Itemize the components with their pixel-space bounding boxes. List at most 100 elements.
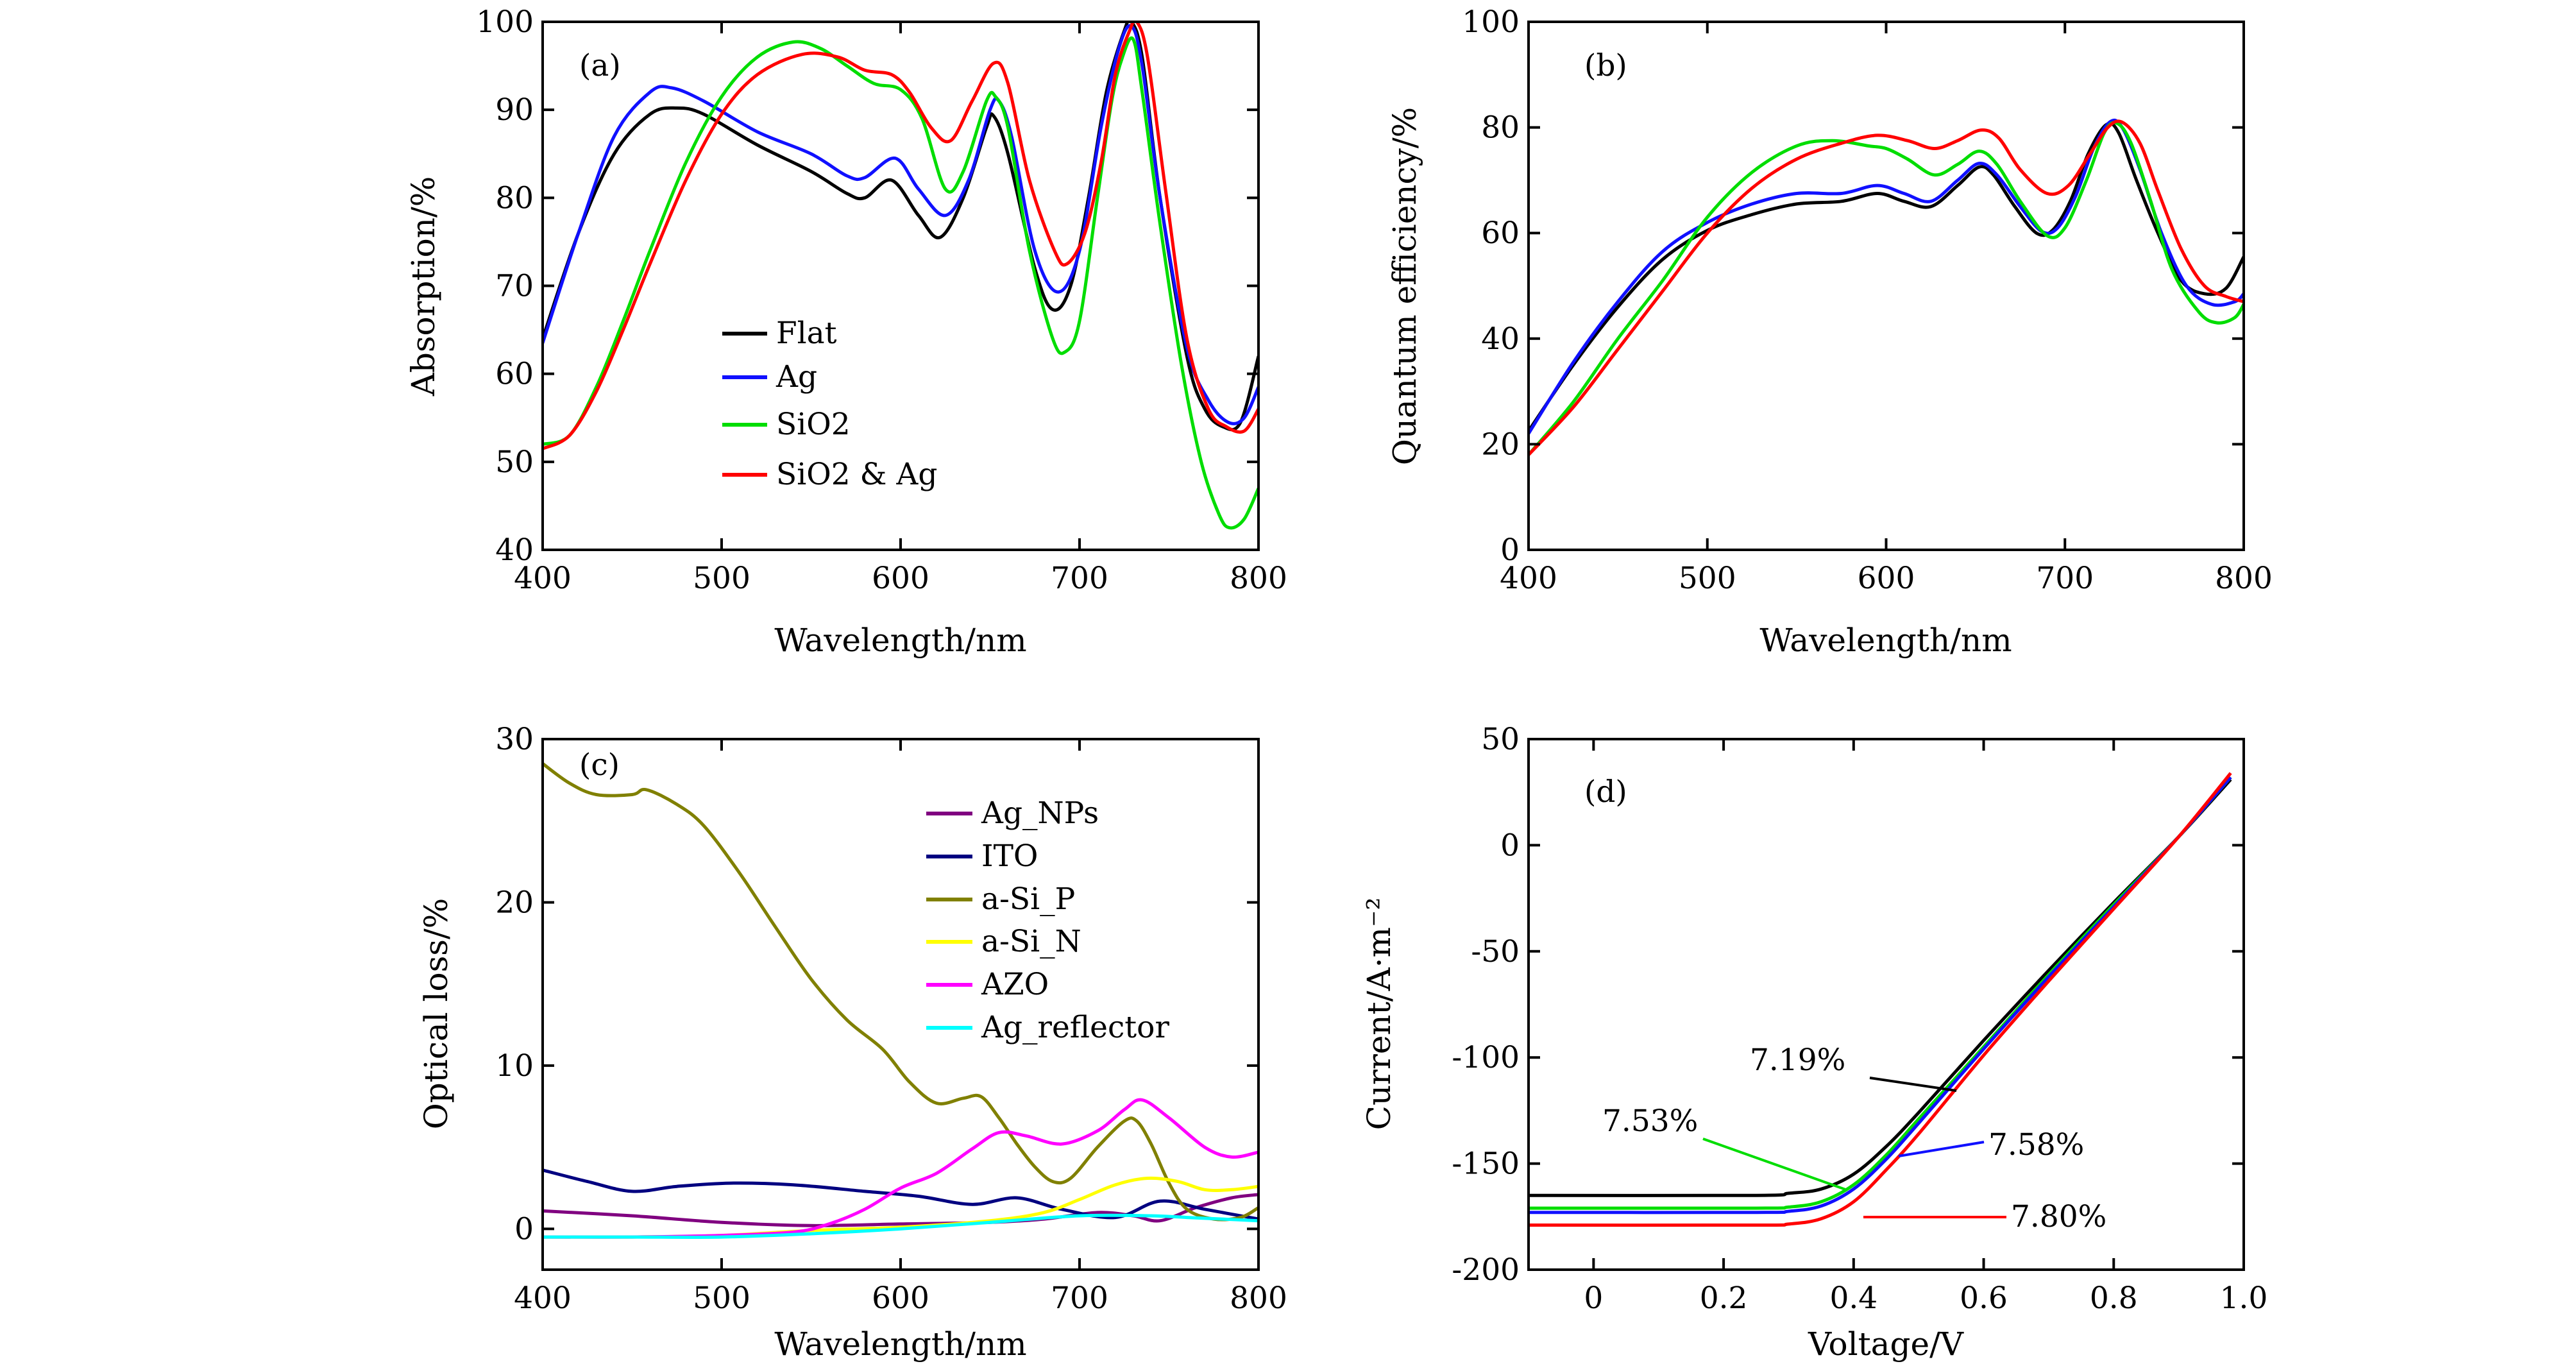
x-tick-label-b: 600 bbox=[1858, 561, 1915, 596]
legend-label-ag-reflector: Ag_reflector bbox=[981, 1010, 1169, 1045]
series-line-c-ito bbox=[543, 1168, 1258, 1221]
x-tick-label-d: 0.6 bbox=[1960, 1281, 2008, 1316]
legend-label-a-si-p: a-Si_P bbox=[981, 882, 1075, 917]
series-line-c-ag-reflector bbox=[543, 1213, 1258, 1239]
y-tick-label-d: -100 bbox=[1452, 1040, 1520, 1075]
panel-b-quantum-efficiency: 400 500 600 700 800 0 20 40 60 80 100 (b) Waveleng… bbox=[1386, 4, 2273, 659]
x-tick-label-c: 700 bbox=[1051, 1281, 1108, 1316]
annotation-7-53: 7.53% bbox=[1602, 1104, 1698, 1139]
panel-c-ylabel: Optical loss/% bbox=[418, 898, 455, 1130]
legend-label-sio2-ag: SiO2 & Ag bbox=[776, 457, 937, 492]
y-tick-label-c: 20 bbox=[495, 885, 534, 920]
x-tick-label-b: 500 bbox=[1679, 561, 1736, 596]
panel-d-annotations: 7.19% 7.53% 7.58% 7.80% bbox=[1602, 1043, 2106, 1234]
x-tick-label-b: 800 bbox=[2215, 561, 2273, 596]
series-line-c-azo bbox=[543, 1098, 1258, 1239]
panel-c-label: (c) bbox=[579, 747, 620, 783]
panel-c-ticks: 400 500 600 700 800 0 10 20 30 bbox=[495, 722, 1287, 1316]
y-tick-label-d: -150 bbox=[1452, 1147, 1520, 1182]
panel-d-curves bbox=[1529, 772, 2232, 1227]
panel-d-ylabel: Current/A·m⁻² bbox=[1360, 898, 1398, 1130]
series-line-a-sio2-ag bbox=[543, 22, 1258, 450]
y-tick-label-a: 50 bbox=[495, 445, 534, 480]
x-tick-label-d: 0.2 bbox=[1700, 1281, 1748, 1316]
series-line-d-7-53 bbox=[1529, 776, 2232, 1210]
series-line-b-ag bbox=[1529, 118, 2244, 435]
x-tick-label-c: 400 bbox=[514, 1281, 572, 1316]
panel-a-label: (a) bbox=[579, 48, 621, 83]
x-tick-label-c: 800 bbox=[1230, 1281, 1287, 1316]
series-line-b-sio2 bbox=[1529, 121, 2244, 456]
y-tick-label-b: 80 bbox=[1481, 110, 1520, 146]
panel-b-ticks: 400 500 600 700 800 0 20 40 60 80 100 bbox=[1462, 4, 2273, 596]
y-tick-label-c: 0 bbox=[514, 1211, 534, 1247]
x-tick-label-a: 400 bbox=[514, 561, 572, 596]
y-tick-label-a: 70 bbox=[495, 269, 534, 304]
y-tick-label-a: 90 bbox=[495, 92, 534, 128]
series-line-b-sio2-ag bbox=[1529, 119, 2244, 456]
x-tick-label-d: 0.8 bbox=[2090, 1281, 2138, 1316]
x-tick-label-a: 800 bbox=[1230, 561, 1287, 596]
legend-label-a-si-n: a-Si_N bbox=[981, 924, 1081, 959]
y-tick-label-b: 60 bbox=[1481, 216, 1520, 251]
panel-d-label: (d) bbox=[1584, 774, 1627, 810]
x-tick-label-a: 500 bbox=[693, 561, 750, 596]
panel-b-curves bbox=[1529, 118, 2244, 456]
panel-c-optical-loss: 400 500 600 700 800 0 10 20 30 (c) Wavelength/nm… bbox=[418, 722, 1287, 1363]
panel-a-legend: Flat Ag SiO2 SiO2 & Ag bbox=[722, 316, 937, 492]
series-line-c-a-si-p bbox=[543, 762, 1258, 1222]
annotation-leader-7-58 bbox=[1898, 1141, 1985, 1157]
panel-a-xlabel: Wavelength/nm bbox=[774, 622, 1026, 659]
panel-a-absorption: 400 500 600 700 800 40 50 60 70 80 90 100 (a) Wavel… bbox=[405, 4, 1287, 659]
x-tick-label-a: 700 bbox=[1051, 561, 1108, 596]
panel-d-frame bbox=[1527, 738, 2245, 1271]
annotation-leader-7-19 bbox=[1869, 1077, 1957, 1092]
x-tick-label-d: 0 bbox=[1584, 1281, 1603, 1316]
panel-c-curves bbox=[543, 762, 1258, 1239]
panel-c-legend: Ag_NPs ITO a-Si_P a-Si_N AZO Ag_reflecto… bbox=[926, 796, 1169, 1045]
y-tick-label-d: -200 bbox=[1452, 1252, 1520, 1288]
series-line-a-sio2 bbox=[543, 36, 1258, 530]
y-tick-label-a: 60 bbox=[495, 357, 534, 392]
panel-a-ticks: 400 500 600 700 800 40 50 60 70 80 90 100 bbox=[476, 4, 1287, 596]
y-tick-label-c: 30 bbox=[495, 722, 534, 757]
series-line-b-flat bbox=[1529, 121, 2244, 432]
x-tick-label-d: 0.4 bbox=[1829, 1281, 1877, 1316]
legend-label-ag: Ag bbox=[775, 359, 817, 395]
x-tick-label-b: 700 bbox=[2036, 561, 2094, 596]
panel-b-ylabel: Quantum efficiency/% bbox=[1386, 107, 1423, 465]
y-tick-label-a: 100 bbox=[476, 4, 534, 40]
series-line-c-ag-nps bbox=[543, 1193, 1258, 1227]
series-line-d-7-58 bbox=[1529, 776, 2232, 1215]
panel-b-xlabel: Wavelength/nm bbox=[1759, 622, 2012, 659]
x-tick-label-b: 400 bbox=[1500, 561, 1557, 596]
panel-d-jv-curve: 0 0.2 0.4 0.6 0.8 1.0 -200 -150 -100 -50 0 50 (d) V… bbox=[1360, 722, 2267, 1363]
annotation-7-19: 7.19% bbox=[1750, 1043, 1845, 1078]
y-tick-label-d: 0 bbox=[1500, 828, 1520, 863]
y-tick-label-d: 50 bbox=[1481, 722, 1520, 757]
y-tick-label-b: 0 bbox=[1500, 533, 1520, 568]
panel-a-curves bbox=[543, 22, 1258, 530]
y-tick-label-c: 10 bbox=[495, 1048, 534, 1084]
x-tick-label-a: 600 bbox=[872, 561, 929, 596]
legend-label-sio2: SiO2 bbox=[776, 407, 851, 442]
panel-c-xlabel: Wavelength/nm bbox=[774, 1326, 1026, 1363]
y-tick-label-b: 40 bbox=[1481, 321, 1520, 357]
annotation-7-58: 7.58% bbox=[1988, 1127, 2084, 1163]
x-tick-label-c: 500 bbox=[693, 1281, 750, 1316]
y-tick-label-b: 20 bbox=[1481, 427, 1520, 462]
annotation-leader-7-53 bbox=[1702, 1138, 1848, 1191]
x-tick-label-d: 1.0 bbox=[2220, 1281, 2268, 1316]
annotation-7-80: 7.80% bbox=[2011, 1199, 2106, 1234]
series-line-d-7-80 bbox=[1529, 772, 2232, 1227]
legend-label-ag-nps: Ag_NPs bbox=[981, 796, 1099, 831]
panel-d-ticks: 0 0.2 0.4 0.6 0.8 1.0 -200 -150 -100 -50 0 50 bbox=[1452, 722, 2267, 1316]
y-tick-label-b: 100 bbox=[1462, 4, 1520, 40]
panel-b-label: (b) bbox=[1584, 48, 1627, 83]
y-tick-label-d: -50 bbox=[1471, 934, 1520, 969]
panel-d-xlabel: Voltage/V bbox=[1808, 1326, 1964, 1363]
y-tick-label-a: 80 bbox=[495, 180, 534, 216]
x-tick-label-c: 600 bbox=[872, 1281, 929, 1316]
panel-a-ylabel: Absorption/% bbox=[405, 176, 442, 397]
legend-label-flat: Flat bbox=[776, 316, 837, 351]
